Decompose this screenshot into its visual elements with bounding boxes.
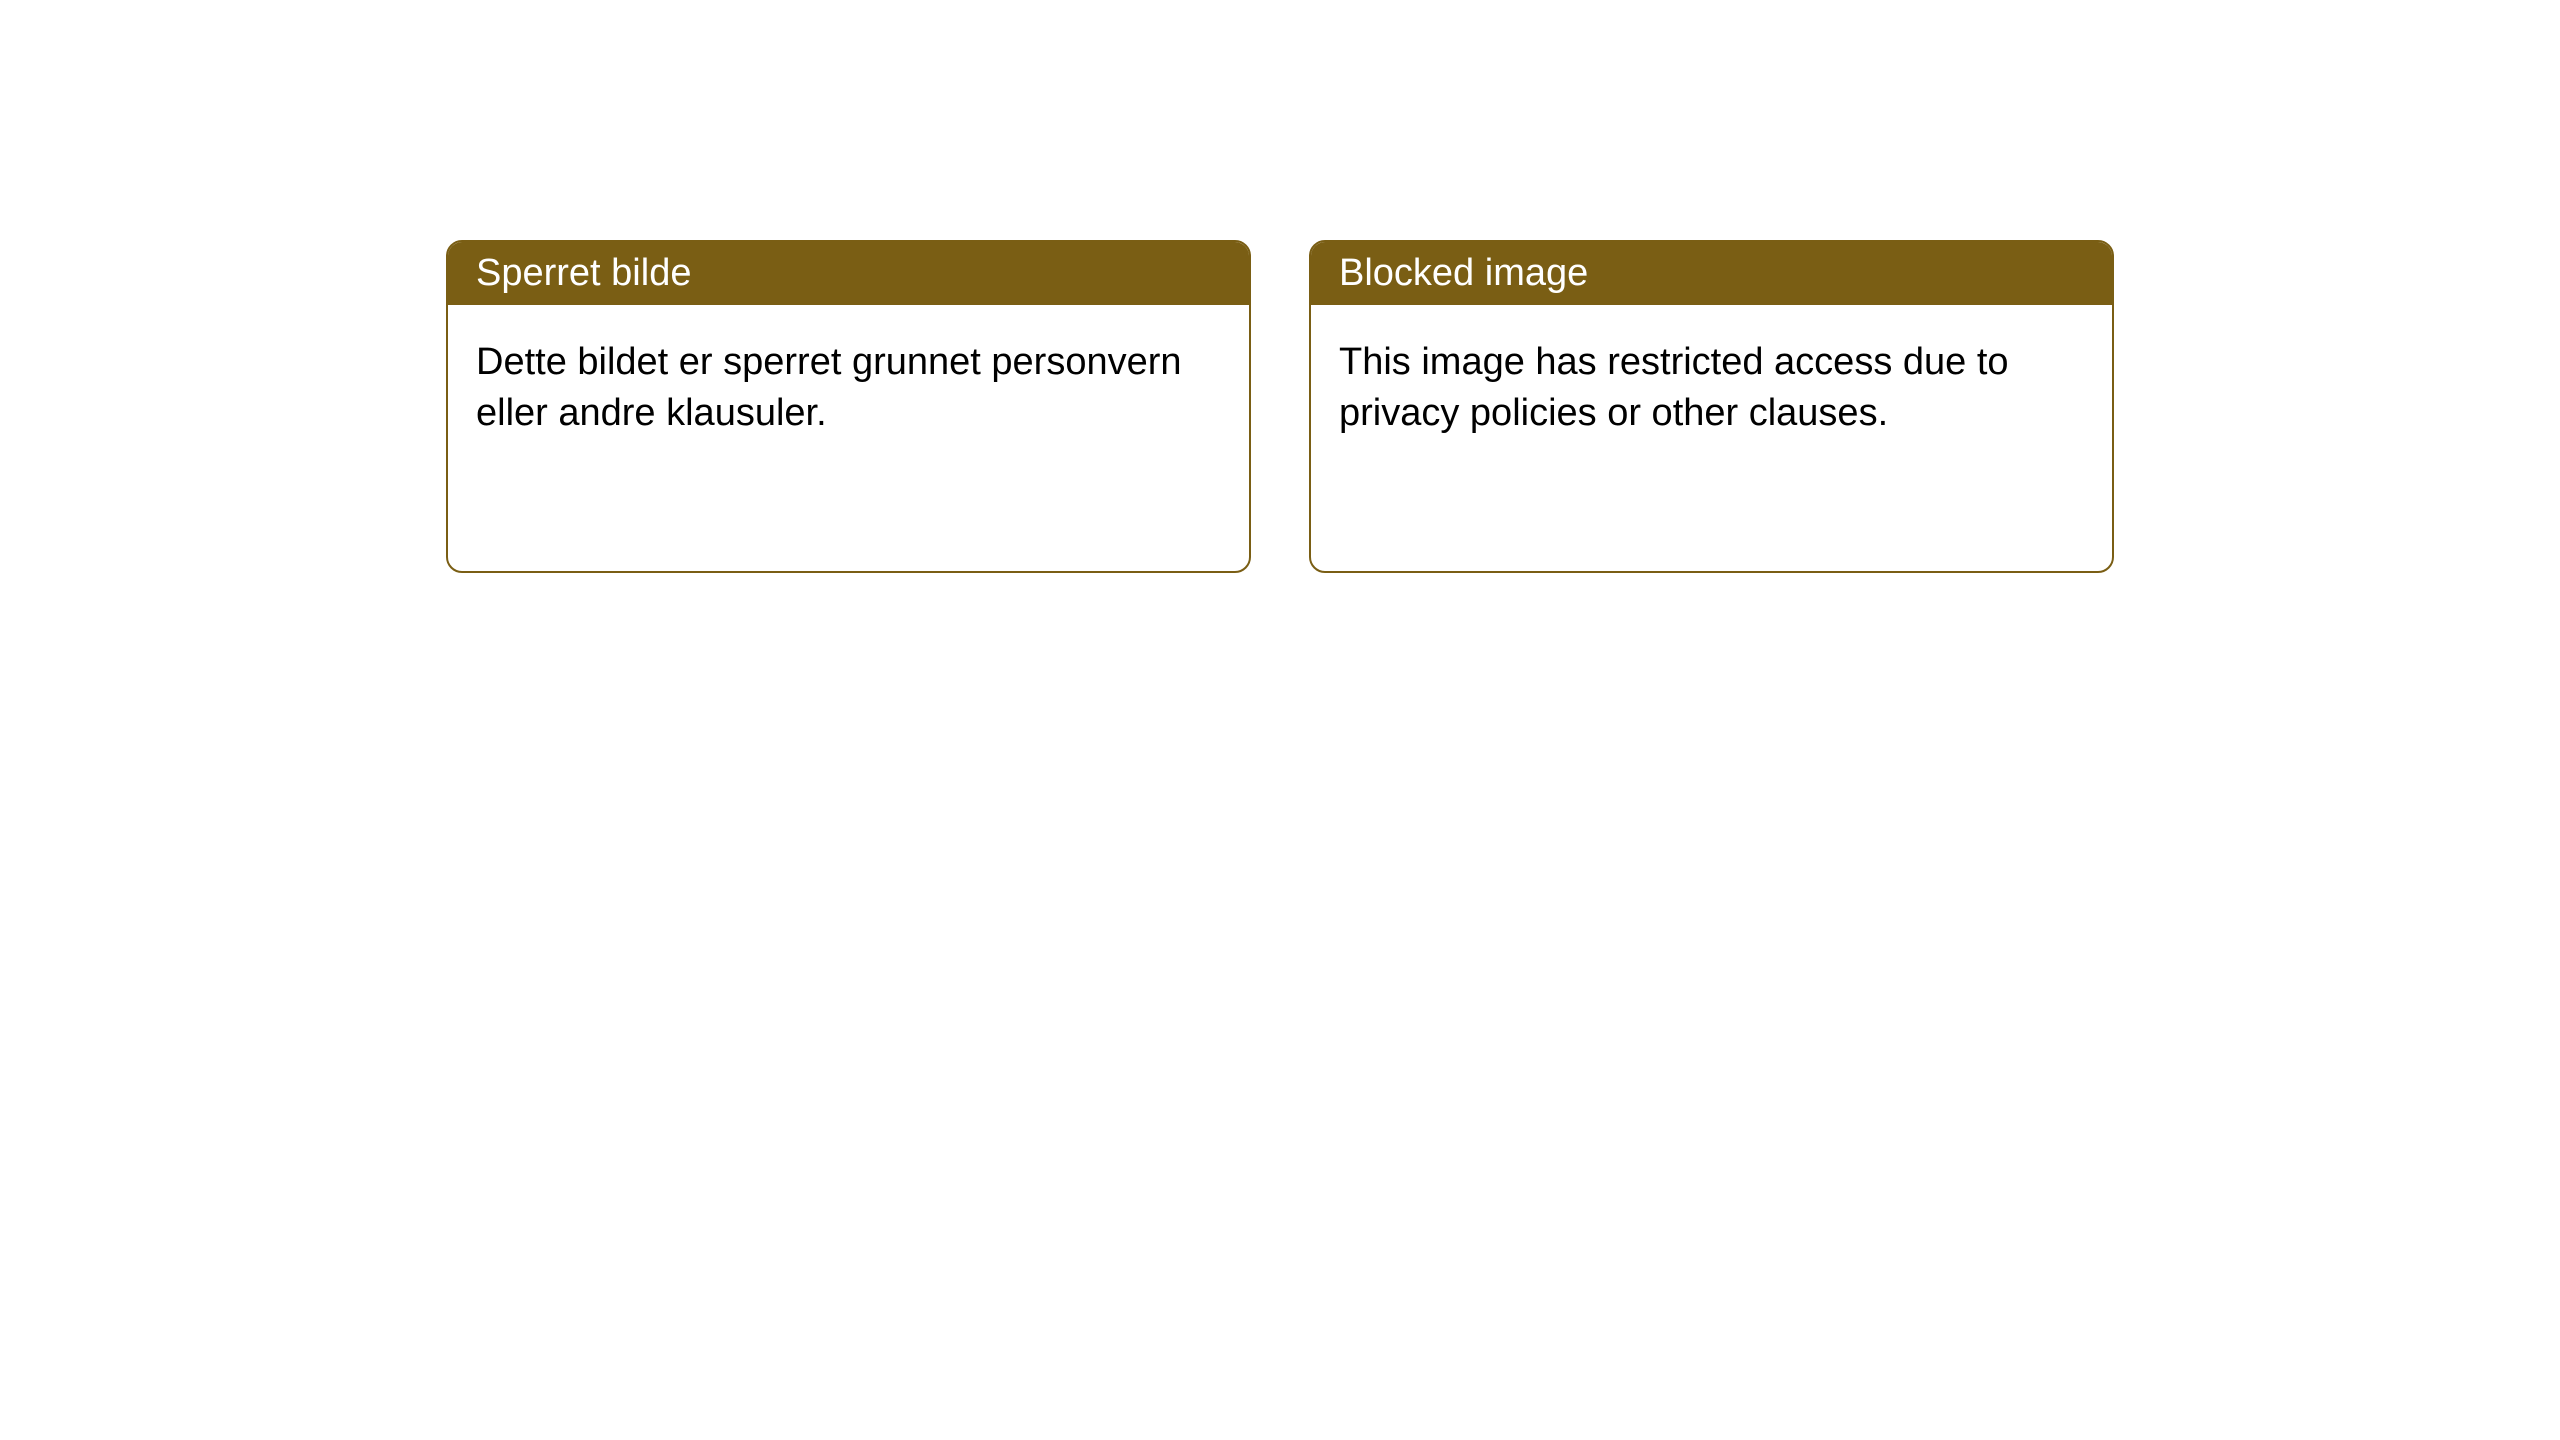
card-body-text: Dette bildet er sperret grunnet personve…: [476, 341, 1182, 434]
card-title: Blocked image: [1339, 252, 1588, 294]
card-header: Blocked image: [1311, 242, 2112, 305]
card-body: Dette bildet er sperret grunnet personve…: [448, 305, 1249, 472]
notice-card-norwegian: Sperret bilde Dette bildet er sperret gr…: [446, 240, 1251, 573]
notice-cards-container: Sperret bilde Dette bildet er sperret gr…: [446, 240, 2114, 573]
card-body-text: This image has restricted access due to …: [1339, 341, 2009, 434]
card-title: Sperret bilde: [476, 252, 691, 294]
card-body: This image has restricted access due to …: [1311, 305, 2112, 472]
card-header: Sperret bilde: [448, 242, 1249, 305]
notice-card-english: Blocked image This image has restricted …: [1309, 240, 2114, 573]
